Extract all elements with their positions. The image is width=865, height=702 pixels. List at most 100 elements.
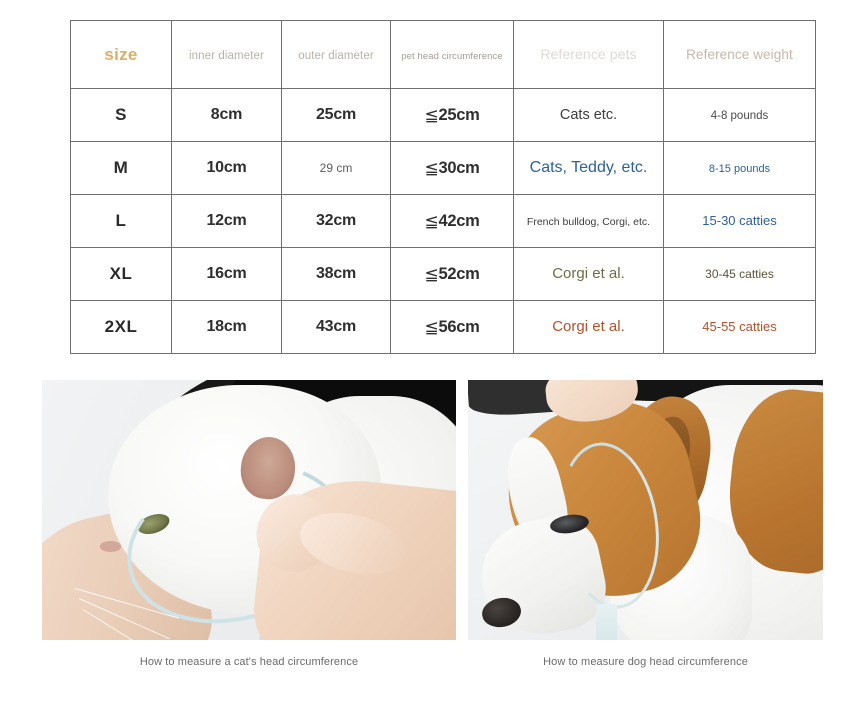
cell-reference-pets: Corgi et al. <box>513 247 664 301</box>
reference-pets-value: Corgi et al. <box>552 265 625 282</box>
outer-diameter-value: 32cm <box>315 212 357 229</box>
table-row: XL 16cm 38cm ≦52cm Corgi et al. 30-45 ca… <box>70 247 816 301</box>
cell-reference-weight: 15-30 catties <box>663 194 816 248</box>
cell-inner-diameter: 18cm <box>171 300 282 354</box>
outer-diameter-value: 43cm <box>315 318 357 335</box>
cat-head-measurement-photo <box>42 380 456 640</box>
column-header-reference-weight: Reference weight <box>663 20 816 89</box>
size-value: L <box>115 211 127 230</box>
less-than-equal-icon: ≦ <box>424 159 439 178</box>
cell-inner-diameter: 10cm <box>171 141 282 195</box>
cell-head-circumference: ≦56cm <box>390 300 514 354</box>
head-circumference-value: ≦52cm <box>424 265 480 284</box>
instruction-photos <box>0 380 865 640</box>
cell-size: L <box>70 194 172 248</box>
less-than-equal-icon: ≦ <box>424 212 439 231</box>
column-header-pet-head-circumference: pet head circumference <box>390 20 514 89</box>
photo-captions: How to measure a cat's head circumferenc… <box>0 652 865 678</box>
column-header-size: size <box>70 20 172 89</box>
dog-photo-scene <box>468 380 823 640</box>
table-row: 2XL 18cm 43cm ≦56cm Corgi et al. 45-55 c… <box>70 300 816 354</box>
outer-diameter-value: 38cm <box>315 265 357 282</box>
reference-pets-value: French bulldog, Corgi, etc. <box>526 216 651 228</box>
size-value: 2XL <box>104 317 138 336</box>
head-circumference-number: 52cm <box>438 265 480 283</box>
table-header-row: size inner diameter outer diameter pet h… <box>70 20 816 89</box>
head-circumference-number: 25cm <box>438 106 480 124</box>
head-circumference-number: 56cm <box>438 318 480 336</box>
less-than-equal-icon: ≦ <box>424 265 439 284</box>
column-header-outer-diameter: outer diameter <box>281 20 391 89</box>
cell-size: XL <box>70 247 172 301</box>
dog-photo-caption: How to measure dog head circumference <box>543 656 748 668</box>
cell-reference-pets: Corgi et al. <box>513 300 664 354</box>
column-header-pet-head-circumference-label: pet head circumference <box>401 50 503 62</box>
cell-size: 2XL <box>70 300 172 354</box>
table-row: L 12cm 32cm ≦42cm French bulldog, Corgi,… <box>70 194 816 248</box>
size-chart-table-container: size inner diameter outer diameter pet h… <box>70 20 816 354</box>
table-row: M 10cm 29 cm ≦30cm Cats, Teddy, etc. 8-1… <box>70 141 816 195</box>
cat-photo-caption: How to measure a cat's head circumferenc… <box>139 656 359 668</box>
column-header-reference-pets: Reference pets <box>513 20 664 89</box>
head-circumference-value: ≦30cm <box>424 159 480 178</box>
cell-head-circumference: ≦30cm <box>390 141 514 195</box>
reference-pets-value: Cats etc. <box>559 107 618 123</box>
reference-weight-value: 45-55 catties <box>702 319 777 334</box>
cat-photo-scene <box>42 380 456 640</box>
dog-head-measurement-photo <box>468 380 823 640</box>
size-value: XL <box>109 264 133 283</box>
table-header: size inner diameter outer diameter pet h… <box>70 20 816 89</box>
size-value: S <box>115 105 127 124</box>
cell-inner-diameter: 8cm <box>171 88 282 142</box>
head-circumference-value: ≦56cm <box>424 318 480 337</box>
cell-outer-diameter: 43cm <box>281 300 391 354</box>
reference-weight-value: 4-8 pounds <box>710 110 769 122</box>
head-circumference-value: ≦42cm <box>424 212 480 231</box>
cell-inner-diameter: 12cm <box>171 194 282 248</box>
inner-diameter-value: 10cm <box>206 159 247 176</box>
cell-outer-diameter: 32cm <box>281 194 391 248</box>
head-circumference-number: 42cm <box>438 212 480 230</box>
cell-size: M <box>70 141 172 195</box>
cell-reference-weight: 4-8 pounds <box>663 88 816 142</box>
size-value: M <box>113 158 129 177</box>
inner-diameter-value: 12cm <box>206 212 247 229</box>
cell-reference-pets: French bulldog, Corgi, etc. <box>513 194 664 248</box>
cell-reference-weight: 8-15 pounds <box>663 141 816 195</box>
cell-head-circumference: ≦42cm <box>390 194 514 248</box>
reference-pets-value: Cats, Teddy, etc. <box>529 159 648 176</box>
outer-diameter-value: 25cm <box>315 106 357 123</box>
head-circumference-number: 30cm <box>438 159 480 177</box>
column-header-inner-diameter: inner diameter <box>171 20 282 89</box>
reference-weight-value: 8-15 pounds <box>708 163 771 175</box>
cell-outer-diameter: 25cm <box>281 88 391 142</box>
outer-diameter-value: 29 cm <box>319 161 353 175</box>
column-header-size-label: size <box>104 44 138 64</box>
column-header-inner-diameter-label: inner diameter <box>189 49 264 62</box>
reference-weight-value: 15-30 catties <box>702 213 777 228</box>
cell-head-circumference: ≦52cm <box>390 247 514 301</box>
column-header-reference-pets-label: Reference pets <box>540 45 637 62</box>
cell-outer-diameter: 38cm <box>281 247 391 301</box>
cell-head-circumference: ≦25cm <box>390 88 514 142</box>
inner-diameter-value: 8cm <box>210 106 243 123</box>
inner-diameter-value: 18cm <box>206 318 247 335</box>
table-row: S 8cm 25cm ≦25cm Cats etc. 4-8 pounds <box>70 88 816 142</box>
inner-diameter-value: 16cm <box>206 265 247 282</box>
cell-reference-weight: 45-55 catties <box>663 300 816 354</box>
head-circumference-value: ≦25cm <box>425 106 480 125</box>
column-header-reference-weight-label: Reference weight <box>686 46 793 62</box>
table-body: S 8cm 25cm ≦25cm Cats etc. 4-8 pounds <box>70 88 816 354</box>
cell-reference-weight: 30-45 catties <box>663 247 816 301</box>
reference-pets-value: Corgi et al. <box>552 318 625 335</box>
less-than-equal-icon: ≦ <box>424 318 439 337</box>
cell-reference-pets: Cats, Teddy, etc. <box>513 141 664 195</box>
cat-nose <box>99 541 121 552</box>
cell-size: S <box>70 88 172 142</box>
cell-reference-pets: Cats etc. <box>513 88 664 142</box>
cell-inner-diameter: 16cm <box>171 247 282 301</box>
cell-outer-diameter: 29 cm <box>281 141 391 195</box>
measuring-tape-tail <box>595 603 618 640</box>
reference-weight-value: 30-45 catties <box>705 267 774 281</box>
column-header-outer-diameter-label: outer diameter <box>298 49 374 62</box>
